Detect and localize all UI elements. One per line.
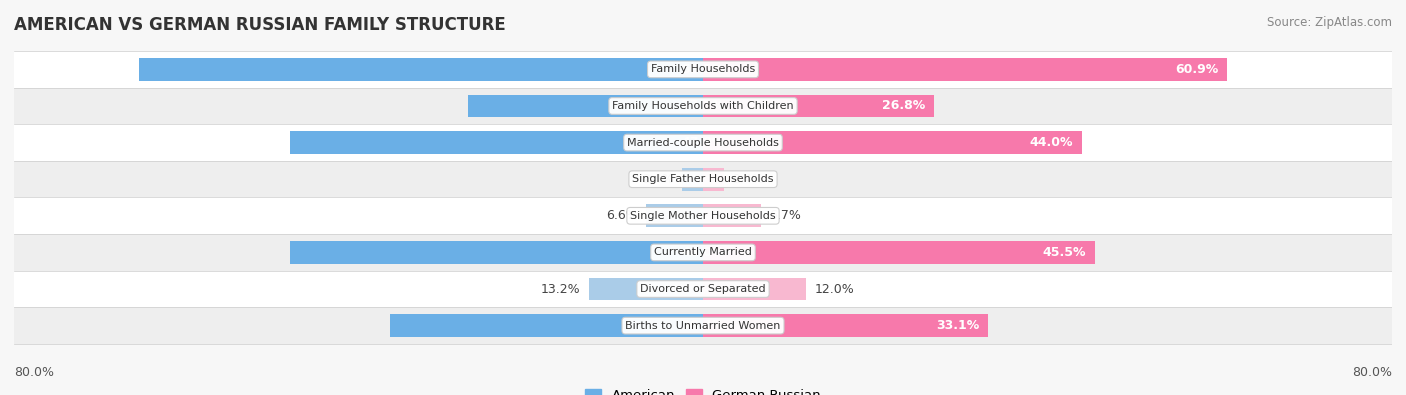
Text: 44.0%: 44.0% [1029, 136, 1073, 149]
Bar [682, 168, 703, 190]
Text: 48.0%: 48.0% [682, 246, 725, 259]
Bar [389, 314, 703, 337]
Bar [14, 307, 1392, 344]
Text: 80.0%: 80.0% [1353, 366, 1392, 379]
Text: Currently Married: Currently Married [654, 247, 752, 258]
Text: Family Households with Children: Family Households with Children [612, 101, 794, 111]
Text: 26.8%: 26.8% [882, 100, 925, 113]
Text: Family Households: Family Households [651, 64, 755, 74]
Legend: American, German Russian: American, German Russian [581, 384, 825, 395]
Text: AMERICAN VS GERMAN RUSSIAN FAMILY STRUCTURE: AMERICAN VS GERMAN RUSSIAN FAMILY STRUCT… [14, 16, 506, 34]
Text: 47.9%: 47.9% [682, 136, 725, 149]
Text: 12.0%: 12.0% [815, 282, 855, 295]
Text: Married-couple Households: Married-couple Households [627, 137, 779, 148]
Text: Single Mother Households: Single Mother Households [630, 211, 776, 221]
Text: 6.6%: 6.6% [606, 209, 637, 222]
Bar [703, 131, 1083, 154]
Bar [14, 88, 1392, 124]
Text: 45.5%: 45.5% [1043, 246, 1087, 259]
Bar [703, 314, 988, 337]
Text: Single Father Households: Single Father Households [633, 174, 773, 184]
Text: 80.0%: 80.0% [14, 366, 53, 379]
Text: 36.4%: 36.4% [682, 319, 724, 332]
Bar [468, 95, 703, 117]
Bar [703, 58, 1227, 81]
Text: Source: ZipAtlas.com: Source: ZipAtlas.com [1267, 16, 1392, 29]
Bar [14, 271, 1392, 307]
Text: 60.9%: 60.9% [1175, 63, 1219, 76]
Bar [14, 234, 1392, 271]
Bar [703, 168, 724, 190]
Bar [647, 205, 703, 227]
Bar [14, 124, 1392, 161]
Text: Births to Unmarried Women: Births to Unmarried Women [626, 321, 780, 331]
Bar [139, 58, 703, 81]
Bar [14, 161, 1392, 198]
Text: 13.2%: 13.2% [541, 282, 581, 295]
Bar [291, 131, 703, 154]
Text: 27.3%: 27.3% [682, 100, 725, 113]
Text: 2.4%: 2.4% [643, 173, 673, 186]
Bar [703, 95, 934, 117]
Text: 2.4%: 2.4% [733, 173, 763, 186]
Bar [703, 278, 807, 300]
Text: 65.5%: 65.5% [682, 63, 725, 76]
Bar [703, 205, 761, 227]
Bar [589, 278, 703, 300]
Bar [290, 241, 703, 264]
Bar [703, 241, 1095, 264]
Bar [14, 198, 1392, 234]
Text: 33.1%: 33.1% [936, 319, 980, 332]
Text: 6.7%: 6.7% [769, 209, 801, 222]
Bar [14, 51, 1392, 88]
Text: Divorced or Separated: Divorced or Separated [640, 284, 766, 294]
